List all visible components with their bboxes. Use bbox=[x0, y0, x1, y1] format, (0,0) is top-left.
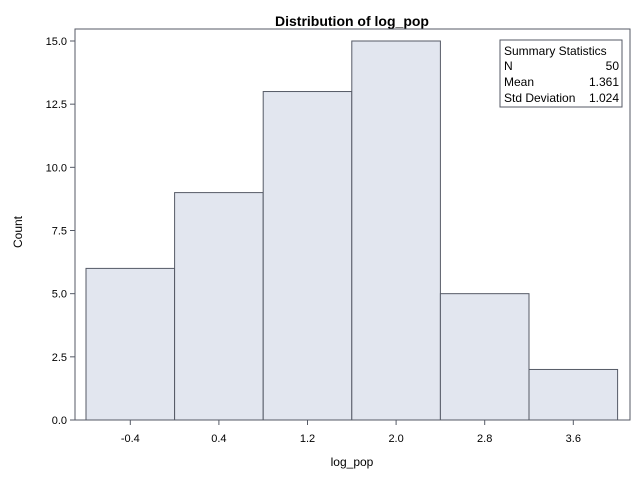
stat-std-value: 1.024 bbox=[589, 91, 619, 105]
histogram-bar bbox=[85, 267, 176, 421]
stat-n-label: N bbox=[504, 59, 513, 73]
x-tick-label: 1.2 bbox=[300, 433, 315, 445]
y-axis-ticks: 0.0 2.5 5.0 7.5 10.0 12.5 15.0 bbox=[46, 36, 75, 427]
stat-n-value: 50 bbox=[606, 59, 620, 73]
summary-statistics-border bbox=[499, 39, 623, 108]
x-tick-label: 2.8 bbox=[477, 433, 492, 445]
x-tick-label: -0.4 bbox=[121, 433, 140, 445]
stat-std-label: Std Deviation bbox=[504, 91, 575, 105]
y-tick-label: 7.5 bbox=[52, 226, 67, 238]
y-tick-label: 5.0 bbox=[52, 289, 67, 301]
x-tick-label: 0.4 bbox=[211, 433, 226, 445]
y-tick-label: 10.0 bbox=[46, 162, 67, 174]
chart-title: Distribution of log_pop bbox=[275, 13, 429, 29]
histogram-bar bbox=[439, 293, 530, 421]
summary-statistics-box: Summary Statistics N 50 Mean 1.361 Std D… bbox=[499, 39, 623, 108]
histogram-bar bbox=[262, 91, 353, 421]
stat-mean-value: 1.361 bbox=[589, 75, 619, 89]
histogram-bar bbox=[351, 40, 441, 421]
x-tick-label: 2.0 bbox=[388, 433, 403, 445]
y-tick-label: 0.0 bbox=[52, 415, 67, 427]
x-tick-label: 3.6 bbox=[566, 433, 581, 445]
summary-statistics-heading: Summary Statistics bbox=[504, 44, 607, 58]
stat-mean-label: Mean bbox=[504, 75, 534, 89]
y-tick-label: 2.5 bbox=[52, 352, 67, 364]
y-tick-label: 12.5 bbox=[46, 99, 67, 111]
histogram-bar bbox=[528, 368, 619, 421]
y-axis-label: Count bbox=[11, 215, 25, 248]
y-tick-label: 15.0 bbox=[46, 36, 67, 48]
x-axis-ticks: -0.4 0.4 1.2 2.0 2.8 3.6 bbox=[121, 420, 581, 445]
histogram-bar bbox=[174, 192, 264, 421]
x-axis-label: log_pop bbox=[331, 455, 374, 469]
